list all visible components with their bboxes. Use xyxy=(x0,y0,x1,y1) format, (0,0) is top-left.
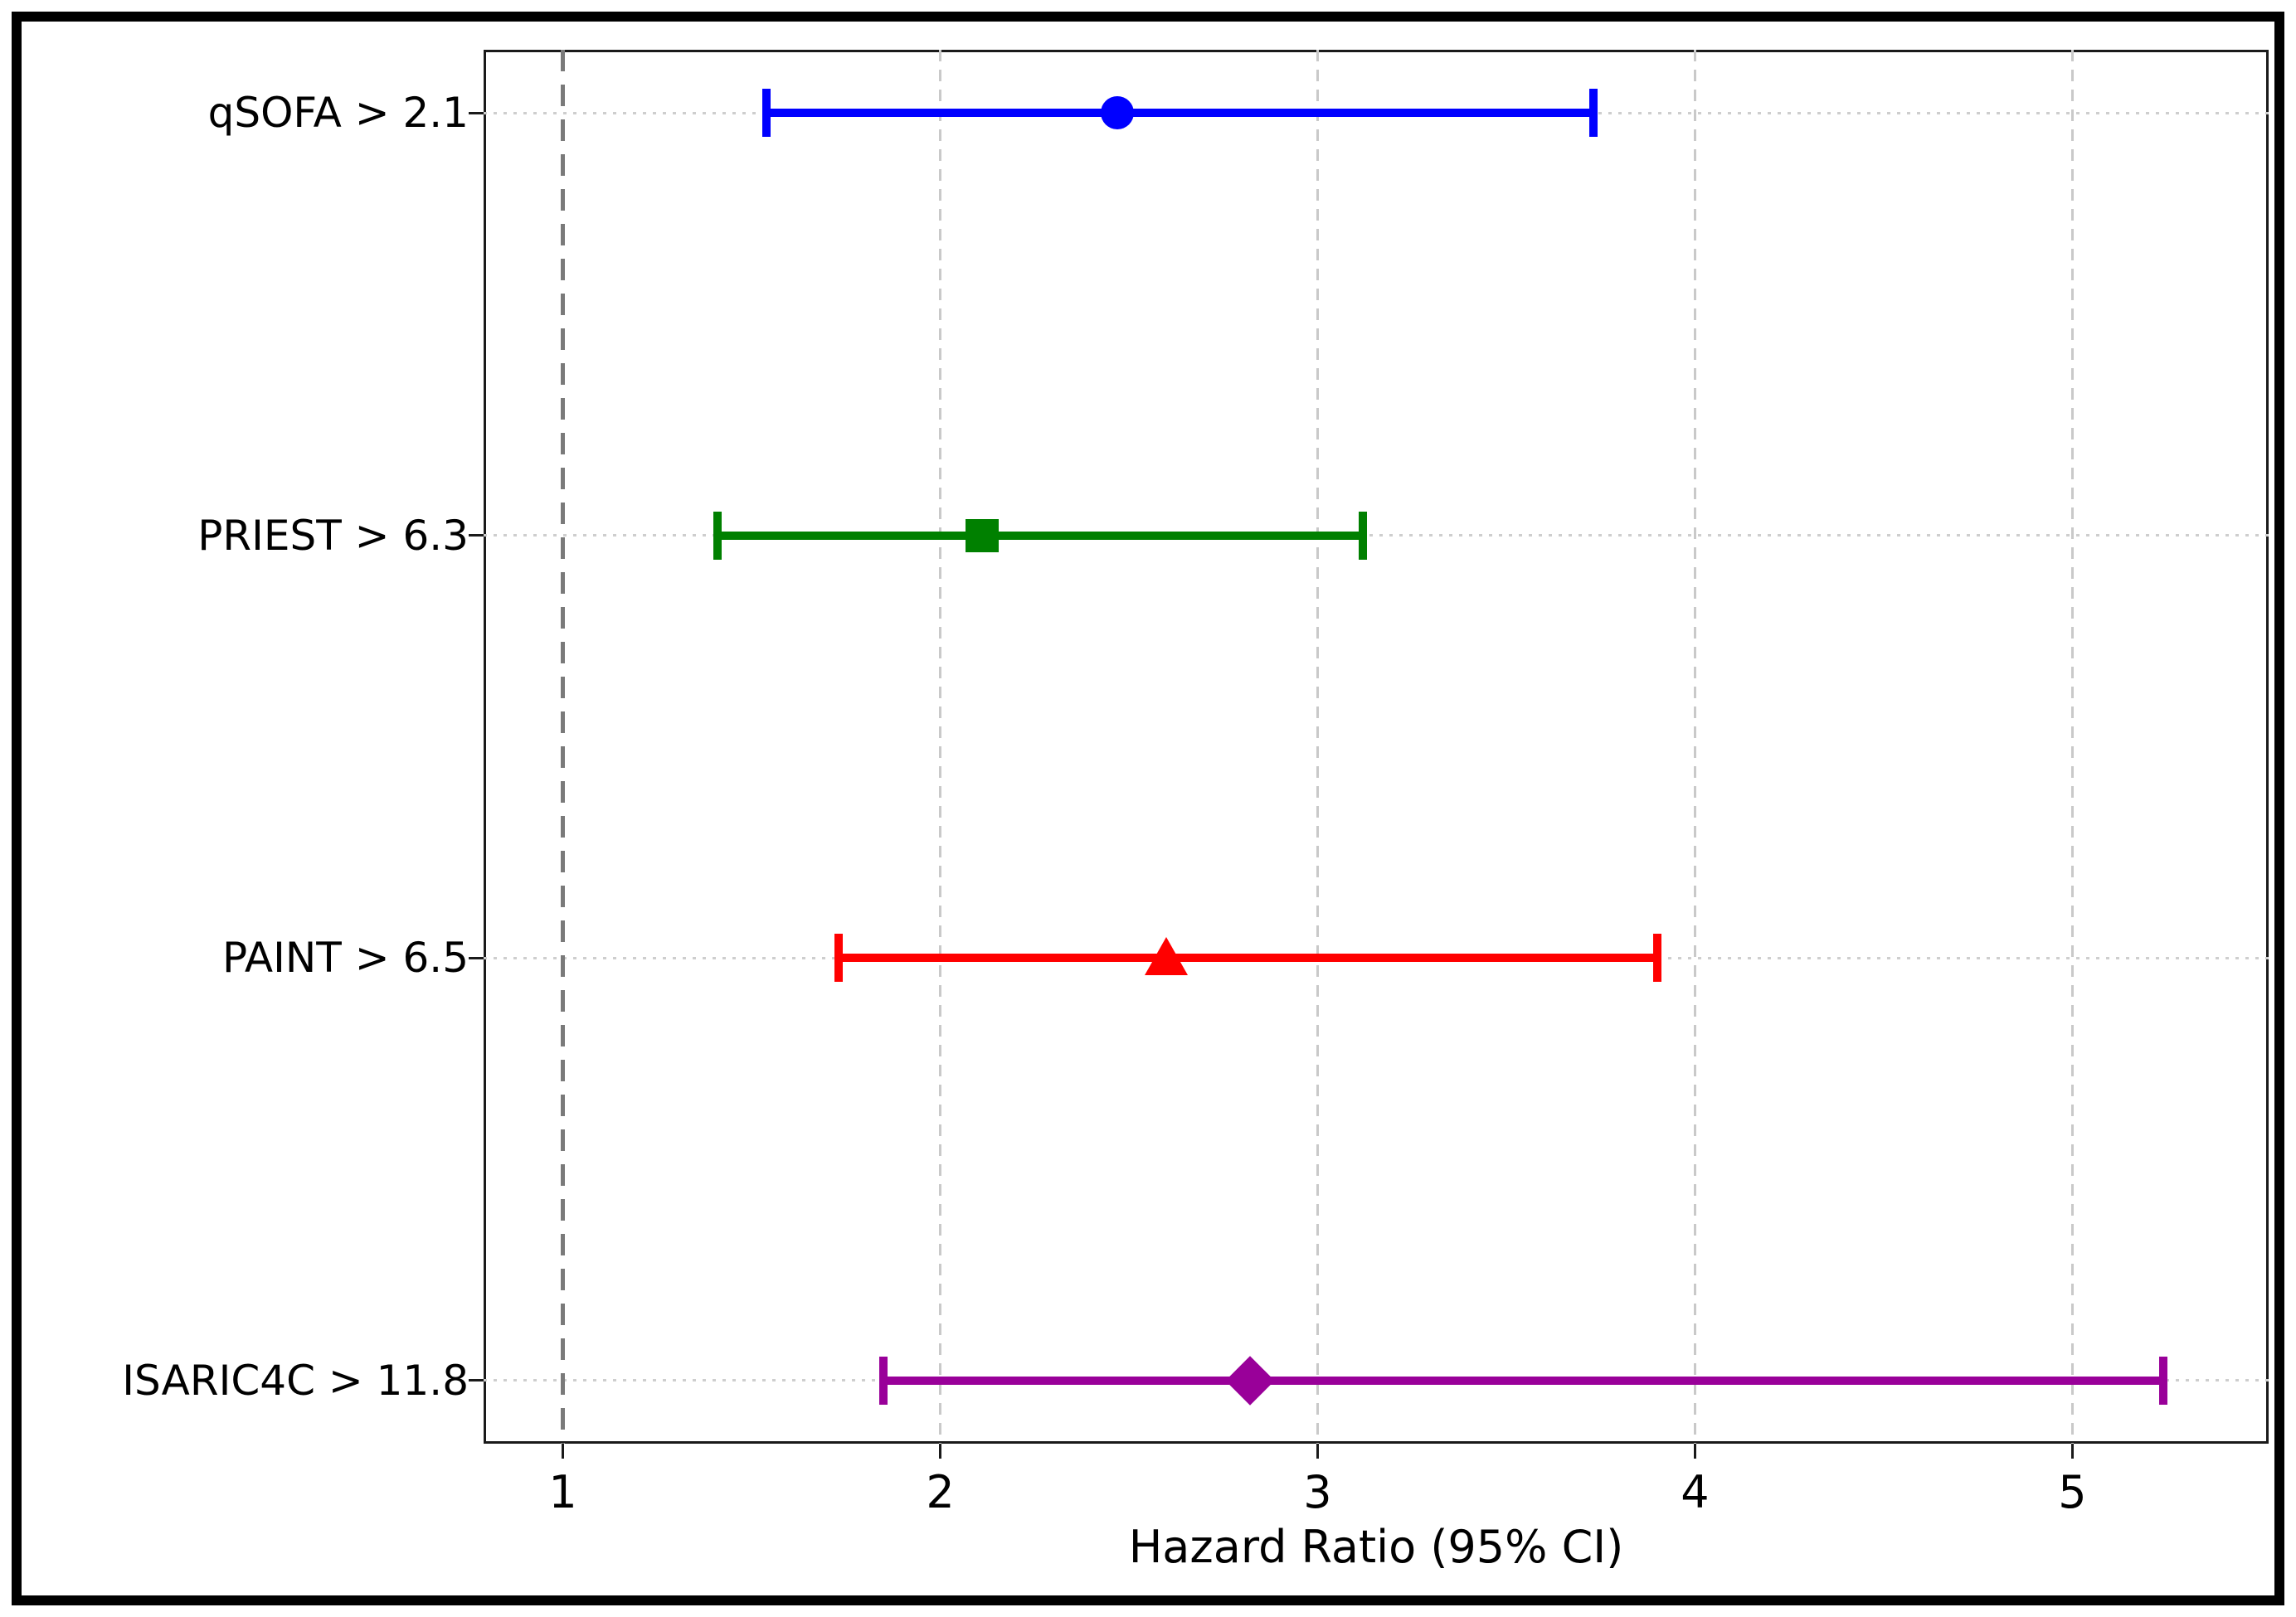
row-label-1: qSOFA > 2.1 xyxy=(207,89,469,138)
x-tick-label-3: 3 xyxy=(1303,1466,1332,1518)
ci-cap-low-4 xyxy=(879,1356,888,1405)
ci-cap-low-2 xyxy=(713,511,722,560)
row-label-4: ISARIC4C > 11.8 xyxy=(122,1356,469,1405)
plot-area xyxy=(484,50,2269,1444)
x-tick-label-5: 5 xyxy=(2058,1466,2087,1518)
point-marker-square xyxy=(965,518,999,552)
y-tick-4 xyxy=(469,1379,484,1382)
x-tick-label-1: 1 xyxy=(548,1466,577,1518)
y-tick-3 xyxy=(469,956,484,959)
x-tick-3 xyxy=(1316,1444,1319,1459)
row-label-2: PRIEST > 6.3 xyxy=(197,511,469,560)
x-tick-1 xyxy=(562,1444,565,1459)
ci-bar-1 xyxy=(766,109,1593,118)
x-tick-label-2: 2 xyxy=(926,1466,955,1518)
gridline-x-4 xyxy=(1693,50,1696,1444)
gridline-row-3 xyxy=(484,534,2269,537)
gridline-x-5 xyxy=(2070,50,2074,1444)
ci-cap-high-3 xyxy=(1652,934,1661,983)
gridline-x-3 xyxy=(1316,50,1319,1444)
ci-cap-low-1 xyxy=(762,89,771,138)
ci-cap-high-2 xyxy=(1359,511,1368,560)
ci-bar-3 xyxy=(838,954,1657,963)
y-tick-1 xyxy=(469,111,484,114)
x-axis-title: Hazard Ratio (95% CI) xyxy=(1128,1521,1624,1573)
ci-bar-4 xyxy=(883,1376,2163,1385)
ci-cap-low-3 xyxy=(834,934,843,983)
x-tick-label-4: 4 xyxy=(1681,1466,1710,1518)
x-tick-2 xyxy=(939,1444,941,1459)
y-tick-2 xyxy=(469,534,484,537)
ci-bar-2 xyxy=(718,531,1364,540)
x-tick-4 xyxy=(1693,1444,1696,1459)
ci-cap-high-1 xyxy=(1588,89,1598,138)
x-tick-5 xyxy=(2070,1444,2074,1459)
point-marker-triangle xyxy=(1145,937,1189,976)
reference-line-hr1 xyxy=(561,50,566,1444)
point-marker-circle xyxy=(1101,96,1135,130)
row-label-3: PAINT > 6.5 xyxy=(221,934,469,983)
ci-cap-high-4 xyxy=(2158,1356,2167,1405)
gridline-x-2 xyxy=(939,50,941,1444)
